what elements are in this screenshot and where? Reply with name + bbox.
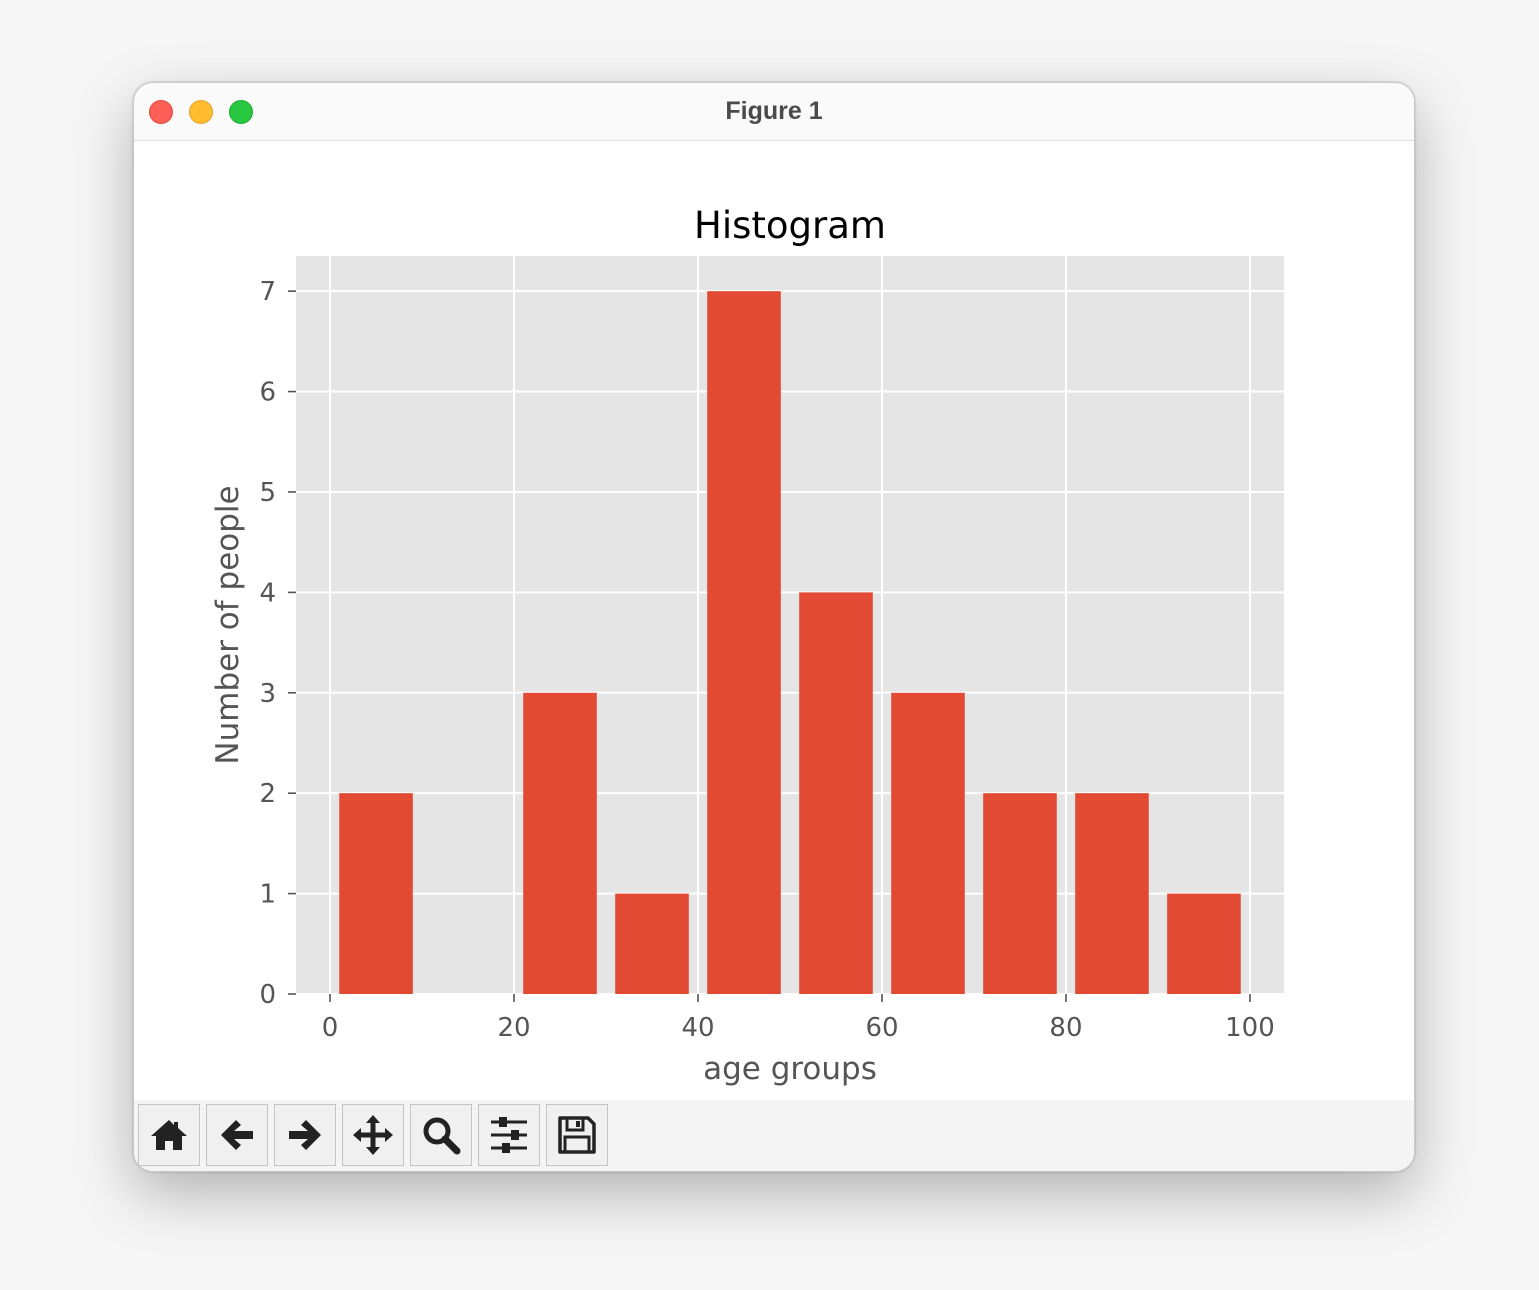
y-tick-label: 6 [259,378,276,408]
y-tick-label: 3 [259,679,276,709]
x-tick-label: 60 [865,1013,898,1043]
x-tick-label: 100 [1225,1013,1275,1043]
bar [339,793,413,994]
y-tick-label: 0 [259,980,276,1010]
back-arrow-icon [221,1120,253,1150]
y-tick-label: 5 [259,478,276,508]
y-axis-label: Number of people [210,485,246,764]
figure-window: Figure 1 0 20 40 60 80 100 0 1 2 3 4 5 6 7 Histogram… [133,82,1415,1172]
y-tick-label: 4 [259,578,276,608]
y-tick-label: 7 [259,277,276,307]
pan-button[interactable] [342,1104,404,1166]
zoom-icon [423,1117,461,1155]
x-tick-label: 80 [1049,1013,1082,1043]
pan-icon [353,1115,393,1155]
x-tick-label: 40 [681,1013,714,1043]
maximize-button[interactable] [229,100,253,124]
y-tick-label: 2 [259,779,276,809]
window-title: Figure 1 [725,97,823,125]
chart-title: Histogram [694,204,886,247]
bar [891,692,965,994]
back-button[interactable] [206,1104,268,1166]
bar [523,692,597,994]
y-axis-ticks: 0 1 2 3 4 5 6 7 [259,277,296,1010]
configure-subplots-button[interactable] [478,1104,540,1166]
forward-arrow-icon [289,1120,321,1150]
bar [615,893,689,994]
bar [799,592,873,994]
bar [707,291,781,995]
bars [339,291,1241,995]
configure-subplots-icon [491,1117,527,1153]
minimize-button[interactable] [189,100,213,124]
forward-button[interactable] [274,1104,336,1166]
bar [1075,793,1149,994]
save-button[interactable] [546,1104,608,1166]
zoom-button[interactable] [410,1104,472,1166]
navigation-toolbar [134,1100,1414,1171]
y-tick-label: 1 [259,880,276,910]
title-bar: Figure 1 [134,83,1414,141]
bar [983,793,1057,994]
x-axis-label: age groups [703,1051,877,1087]
x-tick-label: 0 [322,1013,339,1043]
x-axis-ticks: 0 20 40 60 80 100 [322,994,1275,1043]
bar [1167,893,1241,994]
x-tick-label: 20 [497,1013,530,1043]
close-button[interactable] [149,100,173,124]
chart-figure: 0 20 40 60 80 100 0 1 2 3 4 5 6 7 Histogram age grou… [210,204,1284,1087]
home-icon [151,1120,187,1150]
save-icon [558,1116,596,1154]
home-button[interactable] [138,1104,200,1166]
